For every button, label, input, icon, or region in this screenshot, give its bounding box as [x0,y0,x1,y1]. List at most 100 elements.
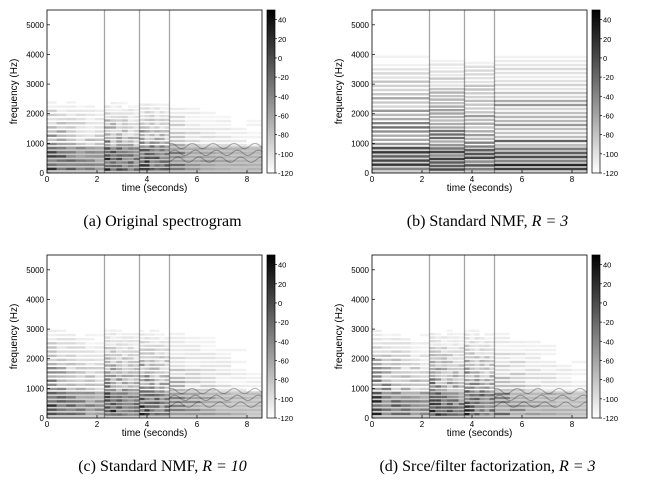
harmonic-band [372,72,430,75]
harmonic-band [391,391,401,395]
harmonic-band [139,386,145,389]
harmonic-band [525,412,541,416]
harmonic-band [122,140,128,143]
caption-c: (c) Standard NMF, R = 10 [0,458,325,476]
harmonic-band [116,115,122,119]
harmonic-band [200,340,216,344]
harmonic-band [435,343,442,346]
harmonic-band [469,367,475,370]
harmonic-band [391,362,401,366]
harmonic-band [509,388,526,392]
harmonic-band [494,404,510,408]
harmonic-band [184,412,201,416]
harmonic-band [429,115,465,119]
harmonic-band [215,159,232,163]
harmonic-band [246,408,262,412]
harmonic-band [75,146,86,150]
harmonic-band [127,409,134,413]
harmonic-band [215,151,232,155]
harmonic-band [122,402,128,406]
harmonic-band [484,359,490,363]
harmonic-band [116,409,122,413]
harmonic-band [429,98,465,101]
harmonic-band [56,138,67,141]
harmonic-band [489,409,495,412]
harmonic-band [464,103,495,106]
harmonic-band [144,405,150,408]
harmonic-band [419,346,430,349]
harmonic-band [144,133,150,137]
harmonic-band [116,343,122,346]
harmonic-band [479,413,485,416]
harmonic-band [85,155,95,158]
harmonic-band [127,399,134,402]
harmonic-band [479,344,485,348]
harmonic-band [122,343,128,346]
harmonic-band [410,387,420,391]
harmonic-band [556,368,572,372]
harmonic-band [400,387,411,391]
harmonic-band [458,395,465,399]
harmonic-band [494,91,587,95]
harmonic-band [525,392,541,396]
harmonic-band [474,386,480,389]
harmonic-band [122,357,128,360]
harmonic-band [200,159,216,163]
harmonic-band [133,388,140,392]
harmonic-band [66,383,76,386]
harmonic-band [154,340,160,344]
harmonic-band [104,115,111,119]
harmonic-band [381,408,392,411]
harmonic-band [47,367,57,370]
harmonic-band [66,333,76,337]
harmonic-band [75,105,86,108]
harmonic-band [429,360,436,364]
harmonic-band [489,352,495,355]
harmonic-band [372,97,430,100]
harmonic-band [139,133,145,137]
harmonic-band [464,333,470,336]
harmonic-band [441,413,447,416]
y-tick-label: 2000 [26,355,44,364]
harmonic-band [372,329,382,333]
harmonic-band [127,161,134,164]
harmonic-band [429,129,465,133]
harmonic-band [75,404,86,407]
caption-d: (d) Srce/filter factorization, R = 3 [325,458,650,476]
harmonic-band [452,402,459,406]
harmonic-band [464,84,495,87]
harmonic-band [372,155,430,158]
harmonic-band [200,360,216,364]
harmonic-band [246,384,262,388]
harmonic-band [66,396,76,399]
harmonic-band [372,362,382,366]
harmonic-band [246,380,262,384]
harmonic-band [474,405,480,408]
harmonic-band [441,395,447,399]
harmonic-band [164,405,170,408]
harmonic-band [474,329,480,332]
harmonic-band [122,378,128,381]
x-tick-label: 0 [370,175,375,184]
colorbar-tick-label: -80 [603,376,614,385]
harmonic-band [169,159,185,163]
harmonic-band [154,103,160,106]
harmonic-band [149,152,155,156]
harmonic-band [66,167,76,171]
harmonic-band [149,156,155,159]
harmonic-band [56,155,67,158]
harmonic-band [85,383,95,386]
harmonic-band [464,168,495,171]
harmonic-band [381,404,392,407]
harmonic-band [75,371,86,374]
harmonic-band [122,374,128,378]
harmonic-band [144,141,150,144]
harmonic-band [494,79,587,83]
harmonic-band [116,101,122,105]
harmonic-band [391,387,401,391]
harmonic-band [215,147,232,151]
harmonic-band [391,342,401,345]
harmonic-band [164,352,170,355]
harmonic-band [104,381,111,385]
